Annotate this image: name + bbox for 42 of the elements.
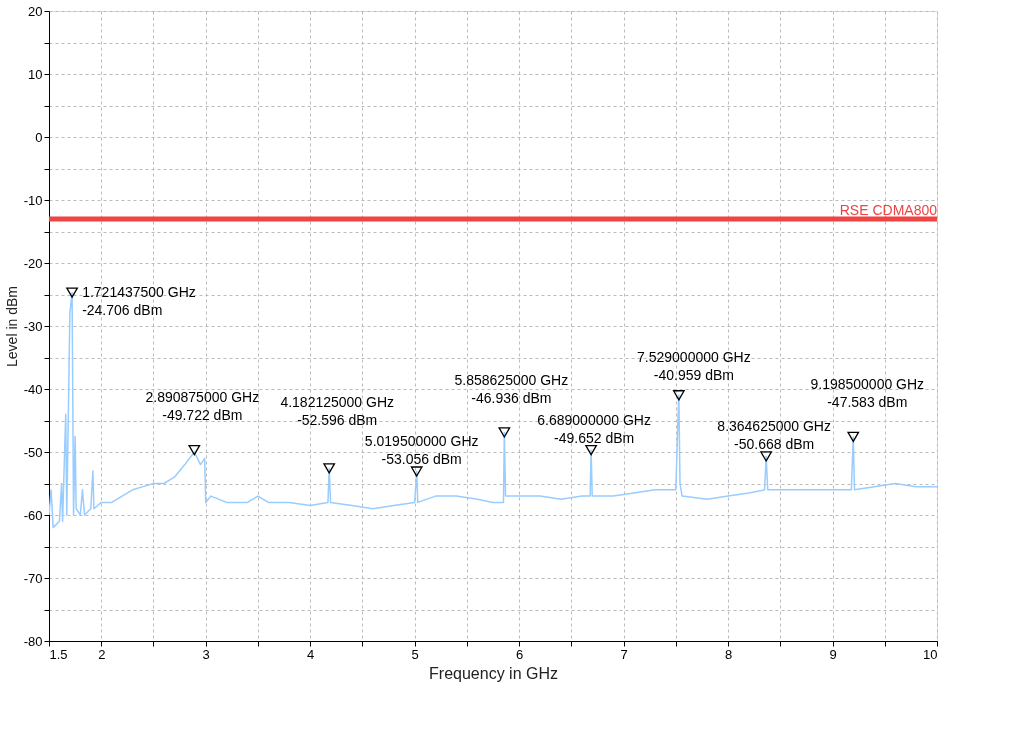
- point: [760, 451, 773, 462]
- annotation: 4.182125000 GHz -52.596 dBm: [280, 394, 395, 429]
- x-tick-label: 3: [202, 646, 210, 662]
- annotation: 5.858625000 GHz -46.936 dBm: [454, 371, 569, 406]
- point: [410, 466, 423, 477]
- y-tick-label: -50: [23, 444, 43, 460]
- annotation: 2.890875000 GHz -49.722 dBm: [145, 389, 260, 424]
- ref-line-label: RSE CDMA800: [839, 201, 938, 218]
- x-tick-label: 6: [516, 646, 524, 662]
- y-tick-label: -80: [23, 633, 43, 649]
- annotation: 9.198500000 GHz -47.583 dBm: [810, 375, 925, 410]
- x-tick-label: 5: [411, 646, 419, 662]
- y-tick-label: 10: [28, 66, 43, 82]
- point: [66, 287, 78, 298]
- x-axis-title: Frequency in GHz: [429, 664, 558, 682]
- annotation: 8.364625000 GHz -50.668 dBm: [717, 418, 831, 453]
- x-tick-label: 1.5: [49, 646, 68, 662]
- y-axis-title: Level in dBm: [3, 286, 20, 367]
- y-tick-label: -10: [23, 192, 43, 208]
- y-tick-label: -20: [23, 255, 43, 271]
- y-tick-label: -60: [23, 507, 43, 523]
- x-tick-label: 9: [829, 646, 837, 662]
- point: [188, 444, 201, 456]
- y-tick-label: -30: [23, 318, 43, 334]
- x-tick-label: 10: [923, 646, 938, 662]
- point: [323, 463, 336, 474]
- point: [672, 390, 685, 401]
- x-tick-label: 7: [620, 646, 628, 662]
- annotation: 1.721437500 GHz -24.706 dBm: [82, 283, 196, 318]
- annotation: 5.019500000 GHz -53.056 dBm: [364, 433, 479, 468]
- point: [585, 444, 597, 456]
- point: [847, 431, 860, 443]
- y-tick-label: -70: [23, 570, 43, 586]
- y-tick-label: 20: [28, 3, 43, 19]
- x-tick-label: 8: [724, 646, 733, 662]
- annotation: 6.689000000 GHz -49.652 dBm: [537, 411, 651, 446]
- annotation: 7.529000000 GHz -40.959 dBm: [637, 349, 751, 384]
- y-tick-label: -40: [23, 381, 43, 397]
- x-tick-label: 4: [307, 646, 315, 662]
- x-tick-label: 2: [98, 646, 106, 662]
- point: [498, 427, 511, 438]
- y-tick-label: 0: [35, 129, 43, 145]
